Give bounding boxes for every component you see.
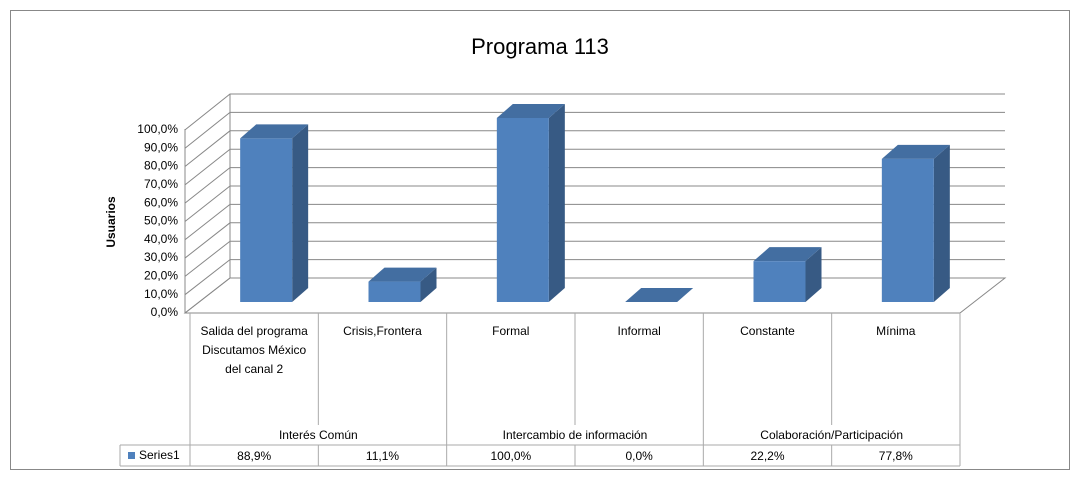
x-tick-label: Crisis,Frontera — [343, 324, 422, 338]
bar-side — [420, 267, 437, 302]
group-label: Interés Común — [278, 428, 358, 442]
bar — [496, 118, 549, 302]
y-tick-label: 90,0% — [144, 140, 178, 154]
x-tick-label: Mínima — [876, 324, 916, 338]
bar-top — [753, 247, 822, 262]
legend-swatch — [128, 452, 135, 459]
y-axis-label: Usuarios — [104, 196, 118, 248]
bar — [240, 138, 293, 302]
bar-side — [292, 124, 309, 302]
legend-label: Series1 — [139, 448, 180, 462]
y-tick-label: 0,0% — [151, 305, 179, 319]
value-label: 88,9% — [237, 449, 272, 463]
group-label: Intercambio de información — [502, 428, 648, 442]
x-tick-label: Informal — [617, 324, 661, 338]
x-tick-label: Constante — [740, 324, 795, 338]
y-tick-label: 80,0% — [144, 159, 178, 173]
bar-top — [625, 288, 694, 302]
bar — [753, 261, 806, 302]
value-label: 77,8% — [878, 449, 913, 463]
bar-side — [805, 247, 822, 302]
y-tick-label: 70,0% — [144, 177, 178, 191]
value-label: 22,2% — [750, 449, 785, 463]
y-tick-label: 10,0% — [144, 287, 178, 301]
bar-top — [240, 124, 309, 139]
value-label: 0,0% — [625, 449, 653, 463]
x-tick-label: Formal — [492, 324, 530, 338]
bar — [881, 158, 934, 302]
bar-side — [933, 144, 950, 302]
y-tick-label: 100,0% — [137, 122, 178, 136]
chart-title: Programa 113 — [471, 34, 609, 59]
y-tick-label: 30,0% — [144, 250, 178, 264]
bar-top — [496, 104, 565, 118]
x-tick-label: Salida del programa Discutamos México de… — [200, 324, 308, 376]
bar-top — [368, 267, 437, 282]
bar-top — [881, 144, 950, 159]
bar-side — [548, 104, 565, 302]
y-tick-label: 20,0% — [144, 269, 178, 283]
y-tick-label: 50,0% — [144, 214, 178, 228]
bar — [368, 281, 421, 302]
value-label: 11,1% — [365, 449, 400, 463]
y-tick-label: 60,0% — [144, 195, 178, 209]
group-label: Colaboración/Participación — [760, 428, 904, 442]
y-tick-label: 40,0% — [144, 232, 178, 246]
value-label: 100,0% — [490, 449, 532, 463]
